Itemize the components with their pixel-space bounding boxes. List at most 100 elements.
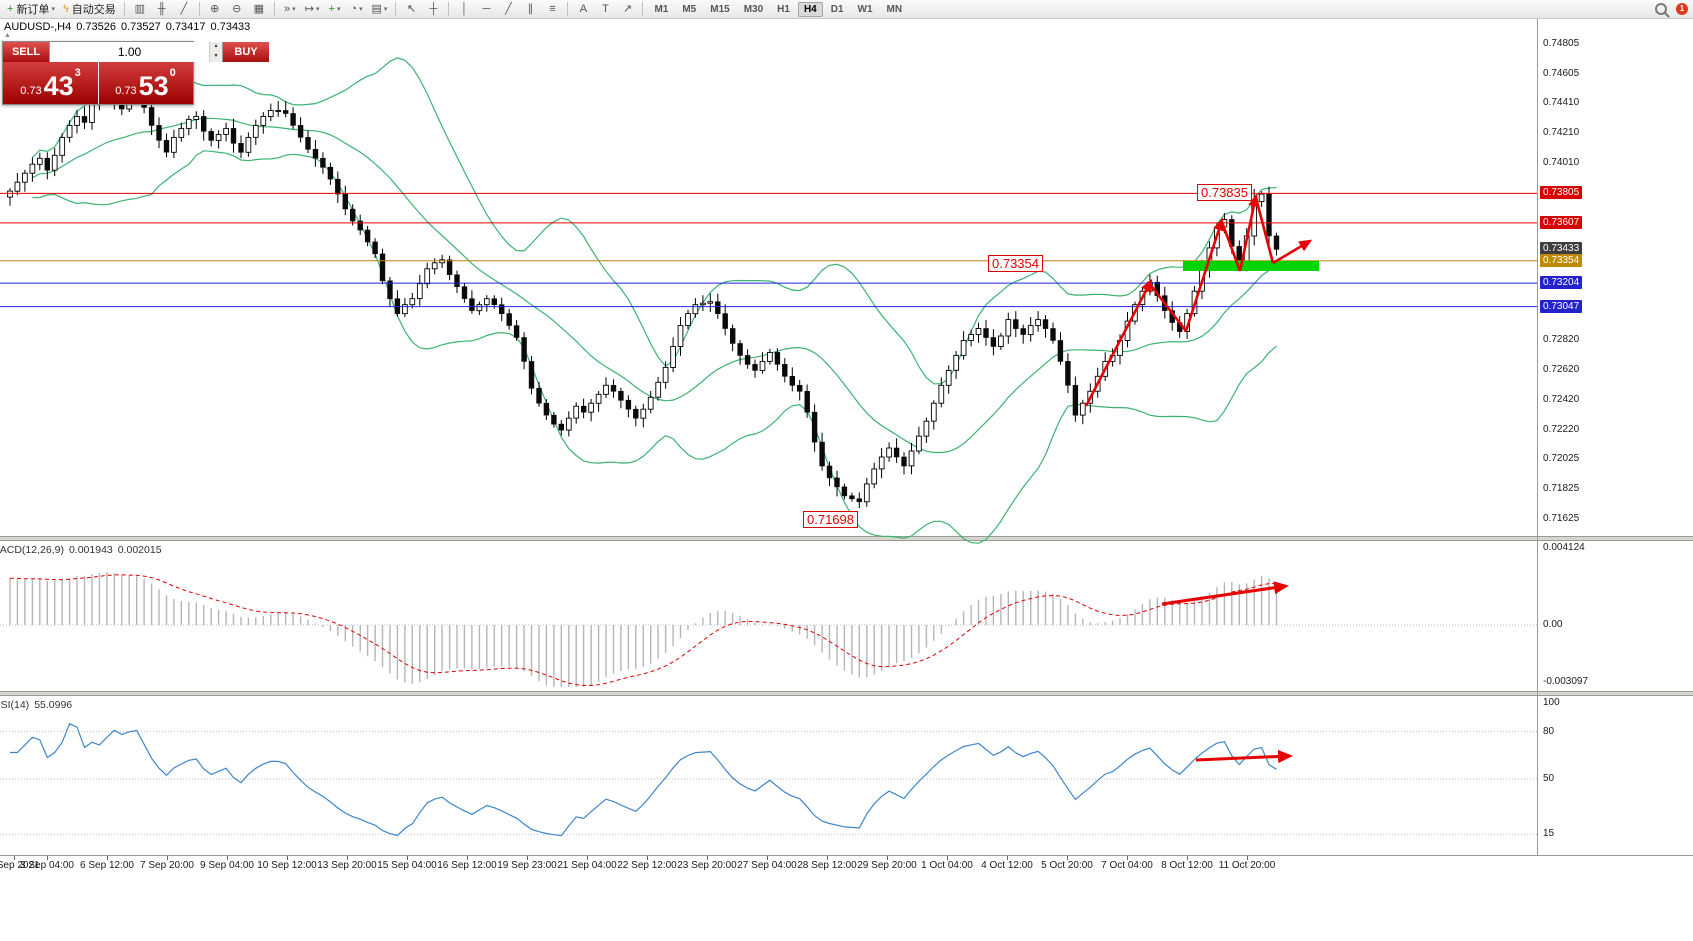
sell-button[interactable]: SELL <box>3 42 49 62</box>
price-axis-label: 0.71825 <box>1543 483 1580 495</box>
arrow-objects-icon[interactable]: ↗ <box>617 1 637 17</box>
price-annotation-label[interactable]: 0.73354 <box>988 255 1043 272</box>
periods-icon[interactable]: ◔ ▾ <box>347 1 367 17</box>
sell-price-pip: 3 <box>74 67 81 79</box>
auto-scroll-icon: » <box>283 3 291 15</box>
horizontal-level-lines[interactable] <box>0 192 1537 308</box>
timeframe-d1-button[interactable]: D1 <box>830 3 844 15</box>
candlesticks[interactable] <box>7 85 1280 509</box>
sell-price-button[interactable]: 0.73 43 3 <box>3 62 98 104</box>
price-tag: 0.73805 <box>1540 186 1583 200</box>
price-axis-label: 0.74605 <box>1543 67 1580 79</box>
timeframe-m15-button[interactable]: M15 <box>710 3 730 15</box>
autotrading-button[interactable]: ϟ 自动交易 <box>60 1 119 17</box>
bar-chart-icon: ▥ <box>134 3 145 15</box>
toolbar-separator <box>273 2 275 16</box>
toolbar-separator <box>198 2 200 16</box>
price-axis-label: 0.74210 <box>1543 126 1580 138</box>
auto-scroll-icon[interactable]: » ▾ <box>280 1 300 17</box>
lot-decrease-icon[interactable]: ▾ <box>210 52 222 62</box>
text-icon[interactable]: A <box>573 1 593 17</box>
timeframe-w1-button[interactable]: W1 <box>857 3 873 15</box>
buy-price-base: 0.73 <box>115 85 137 97</box>
timeframe-mn-button[interactable]: MN <box>886 3 903 15</box>
crosshair-icon[interactable]: ┼ <box>423 1 443 17</box>
price-tag: 0.73354 <box>1540 253 1583 267</box>
price-tag: 0.73607 <box>1540 215 1583 229</box>
rsi-line <box>10 722 1277 837</box>
buy-button[interactable]: BUY <box>223 42 269 62</box>
time-axis-tick <box>527 856 528 860</box>
price-annotation-label[interactable]: 0.73835 <box>1197 184 1252 201</box>
fibonacci-icon[interactable]: ≡ <box>542 1 562 17</box>
price-axis[interactable]: 0.74805 0.74605 0.74410 0.74210 0.74010 0.728… <box>1539 0 1693 941</box>
price-axis-label: 0.74805 <box>1543 38 1580 49</box>
trendline-icon: ╱ <box>505 3 512 15</box>
tile-windows-icon: ▦ <box>253 3 264 15</box>
time-axis-tick <box>947 856 948 860</box>
bollinger-upper-band <box>31 57 1277 385</box>
periods-icon: ◔ <box>350 3 358 15</box>
new-order-button-label: 新订单 <box>16 4 50 16</box>
timeframe-m5-button[interactable]: M5 <box>682 3 697 15</box>
notification-icon[interactable]: 1 <box>1676 3 1688 15</box>
buy-price-big: 53 <box>138 71 169 101</box>
bar-chart-icon[interactable]: ▥ <box>130 1 150 17</box>
timeframe-m1-button[interactable]: M1 <box>654 3 669 15</box>
new-order-icon: + <box>7 3 14 15</box>
zoom-out-icon[interactable]: ⊖ <box>227 1 247 17</box>
autotrading-button-label: 自动交易 <box>71 4 116 16</box>
trend-arrow <box>1147 282 1188 332</box>
time-axis-label: 3 Sep 04:00 <box>20 860 74 871</box>
rsi-panel <box>0 722 1537 837</box>
time-axis-tick <box>647 856 648 860</box>
chart-shift-icon[interactable]: ↦ ▾ <box>302 1 323 17</box>
candlestick-chart-icon: ╫ <box>157 3 166 15</box>
lot-size-input[interactable] <box>50 42 209 62</box>
symbol-period-label: AUDUSD-,H4 <box>4 21 72 33</box>
line-chart-icon[interactable]: ╱ <box>174 1 194 17</box>
bar-open-value: 0.73526 <box>76 21 116 33</box>
main-toolbar: + 新订单 ▾ ϟ 自动交易 ▥ ╫ ╱ ⊕ ⊖ ▦ » ▾ ↦ ▾ + ▾ ◔ ▾ ▤ ▾ ↖ ┼ │ ─ ╱ ∥ ≡ A T ↗ M1 M5… <box>0 0 1693 19</box>
time-axis-tick <box>227 856 228 860</box>
macd-name: MACD(12,26,9) <box>0 544 64 556</box>
trendline-icon[interactable]: ╱ <box>498 1 518 17</box>
rsi-axis-label: 50 <box>1543 773 1555 784</box>
buy-price-button[interactable]: 0.73 53 0 <box>98 62 193 104</box>
rsi-axis-label: 80 <box>1543 725 1555 737</box>
time-axis-label: 8 Oct 12:00 <box>1161 860 1213 871</box>
fibonacci-icon: ≡ <box>549 3 556 15</box>
time-axis-label: 7 Sep 20:00 <box>140 860 194 871</box>
horizontal-line-icon[interactable]: ─ <box>476 1 496 17</box>
equidistant-channel-icon[interactable]: ∥ <box>520 1 540 17</box>
drawing-annotations[interactable] <box>1084 193 1319 764</box>
timeframe-h1-button[interactable]: H1 <box>777 3 790 15</box>
tile-windows-icon[interactable]: ▦ <box>249 1 269 17</box>
one-click-collapse-icon[interactable]: ▲ <box>4 32 11 39</box>
lot-increase-icon[interactable]: ▴ <box>210 42 222 52</box>
vertical-line-icon[interactable]: │ <box>454 1 474 17</box>
bollinger-lower-band <box>32 150 1277 544</box>
price-annotation-label[interactable]: 0.71698 <box>803 511 858 528</box>
macd-panel <box>0 572 1537 687</box>
search-icon[interactable] <box>1655 3 1670 18</box>
sell-price-big: 43 <box>43 71 74 101</box>
text-label-icon[interactable]: T <box>595 1 615 17</box>
templates-icon[interactable]: ▤ ▾ <box>369 1 391 17</box>
time-axis-tick <box>1067 856 1068 860</box>
time-axis-tick <box>467 856 468 860</box>
zoom-in-icon[interactable]: ⊕ <box>205 1 225 17</box>
time-axis-tick <box>107 856 108 860</box>
timeframe-m30-button[interactable]: M30 <box>743 3 764 15</box>
timeframe-h4-button[interactable]: H4 <box>797 1 823 17</box>
cursor-icon[interactable]: ↖ <box>401 1 421 17</box>
time-axis-tick <box>767 856 768 860</box>
text-label-icon: T <box>602 3 609 15</box>
candlestick-chart-icon[interactable]: ╫ <box>152 1 172 17</box>
new-order-button[interactable]: + 新订单 ▾ <box>4 1 58 17</box>
lot-size-field[interactable]: ▴ ▾ <box>49 42 223 62</box>
indicators-icon[interactable]: + ▾ <box>325 1 345 17</box>
